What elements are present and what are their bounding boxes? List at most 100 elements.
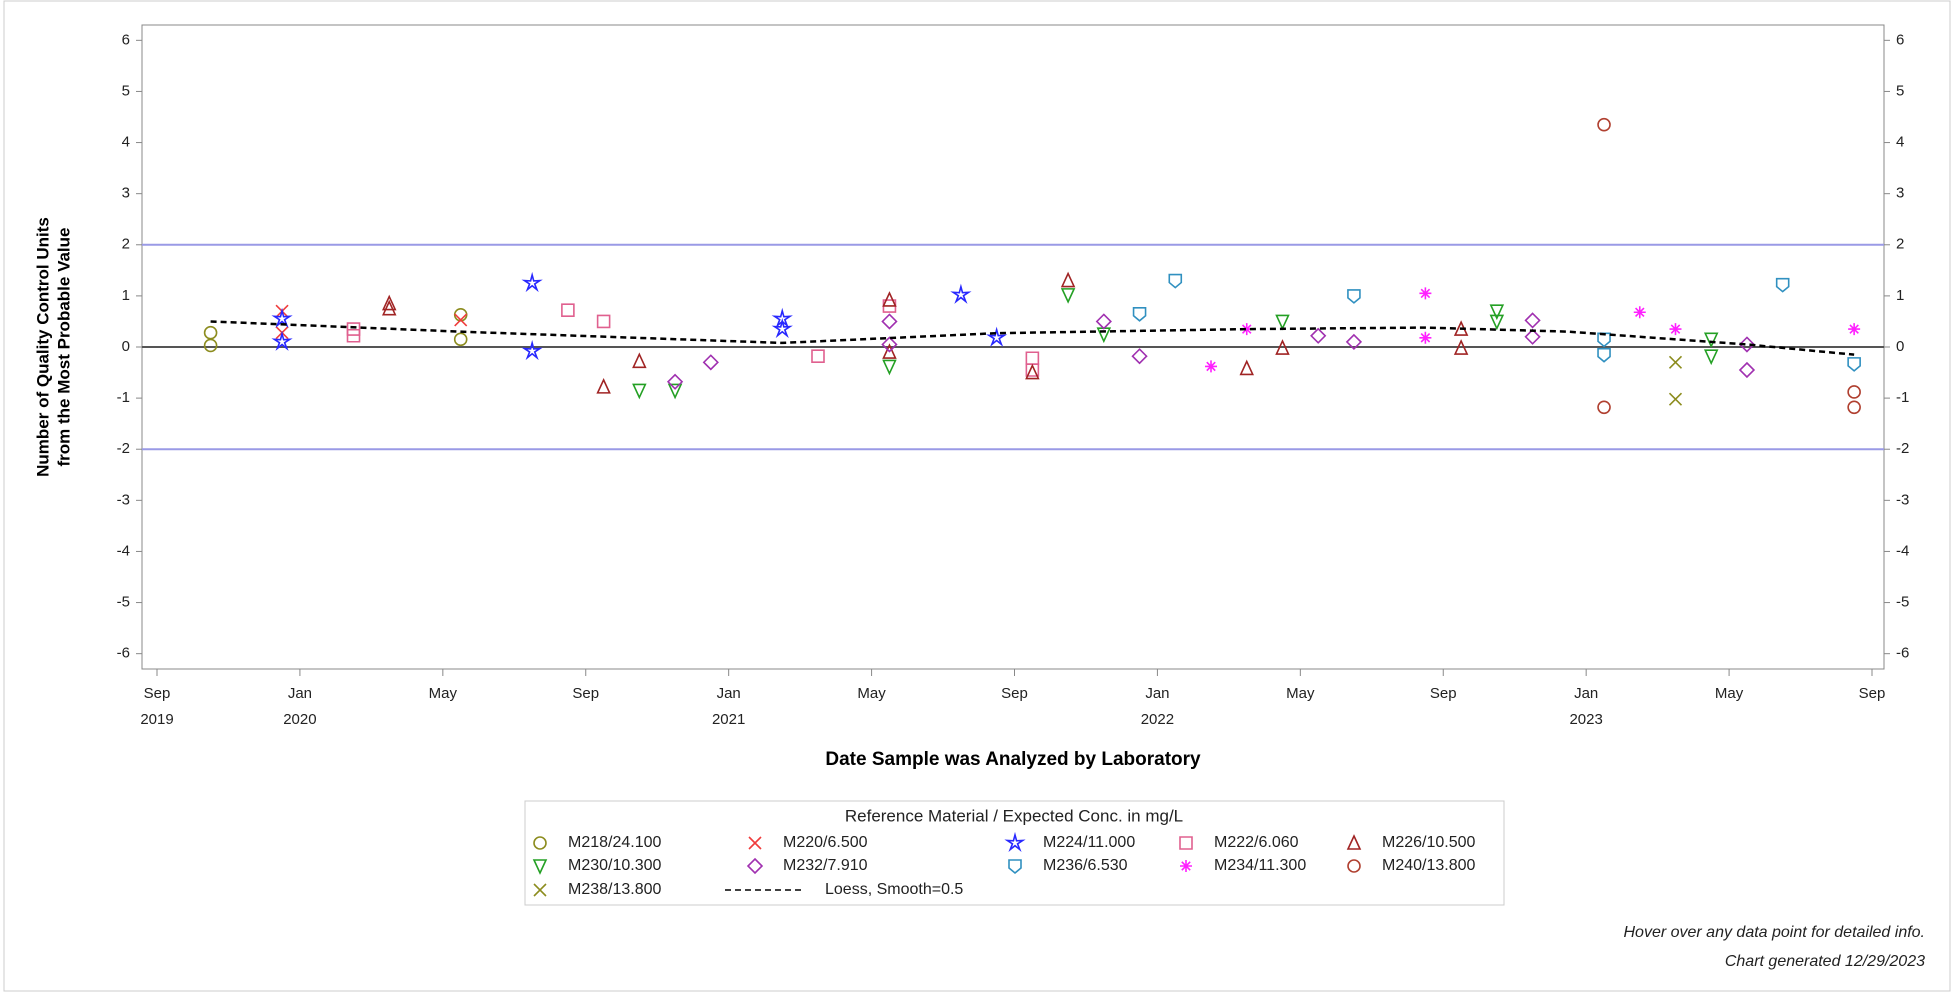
legend-frame <box>524 800 1505 906</box>
legend-swatch <box>1347 859 1361 873</box>
data-point[interactable] <box>882 359 897 376</box>
legend-label: M240/13.800 <box>1382 857 1476 874</box>
data-point[interactable] <box>1060 271 1076 288</box>
legend-swatch <box>1180 860 1192 872</box>
data-point[interactable] <box>811 349 825 364</box>
data-point[interactable] <box>950 283 972 304</box>
y-tick-label: -3 <box>117 491 130 508</box>
y-tick-label: -5 <box>117 594 130 611</box>
data-point[interactable] <box>381 299 397 316</box>
data-point[interactable] <box>271 330 293 351</box>
legend-label: M230/10.300 <box>568 857 662 874</box>
data-point[interactable] <box>881 336 898 353</box>
data-point[interactable] <box>1419 331 1432 344</box>
data-point[interactable] <box>1453 339 1469 355</box>
data-point[interactable] <box>881 313 898 330</box>
data-point[interactable] <box>381 294 397 311</box>
data-point[interactable] <box>1132 306 1147 322</box>
data-point[interactable] <box>346 328 361 343</box>
data-point[interactable] <box>1310 327 1327 344</box>
data-point[interactable] <box>882 291 897 307</box>
data-point[interactable] <box>1168 273 1183 289</box>
data-point[interactable] <box>1847 385 1861 399</box>
y-tick-label: 1 <box>122 287 130 304</box>
data-point[interactable] <box>632 352 647 369</box>
data-point[interactable] <box>666 373 684 390</box>
data-point[interactable] <box>1131 348 1148 365</box>
data-point[interactable] <box>1240 323 1253 336</box>
y-tick-label: 6 <box>122 31 130 48</box>
data-point[interactable] <box>1668 355 1683 369</box>
y2-tick-label: 6 <box>1896 31 1904 48</box>
data-point[interactable] <box>667 383 683 400</box>
data-point[interactable] <box>1524 328 1541 345</box>
data-point[interactable] <box>1345 333 1363 351</box>
legend-label: M220/6.500 <box>783 834 868 851</box>
legend-label: M224/11.000 <box>1043 834 1135 851</box>
data-point[interactable] <box>1239 359 1254 376</box>
x-tick-label: May <box>857 685 886 702</box>
data-point[interactable] <box>1419 287 1432 300</box>
y-tick-label: 0 <box>122 338 130 355</box>
data-point[interactable] <box>1095 313 1112 330</box>
data-point[interactable] <box>1275 339 1290 355</box>
y-tick-label: 2 <box>122 236 130 253</box>
data-point[interactable] <box>1025 363 1040 377</box>
data-point[interactable] <box>1668 392 1683 406</box>
x-tick-label: Sep <box>572 685 599 702</box>
data-point[interactable] <box>1025 363 1040 380</box>
y-tick-label: 3 <box>122 185 130 202</box>
x-tick-label: Jan <box>288 685 312 702</box>
data-point[interactable] <box>1489 304 1505 321</box>
data-point[interactable] <box>561 303 575 318</box>
y-tick-label: 4 <box>122 134 130 151</box>
data-point[interactable] <box>1633 306 1646 319</box>
data-point[interactable] <box>1489 314 1505 331</box>
data-point[interactable] <box>1597 400 1611 415</box>
data-point[interactable] <box>1847 357 1861 372</box>
data-point[interactable] <box>1275 314 1290 331</box>
data-point[interactable] <box>1703 332 1719 349</box>
data-point[interactable] <box>1738 336 1756 353</box>
data-point[interactable] <box>521 339 543 361</box>
legend-swatch <box>748 836 762 850</box>
data-point[interactable] <box>1060 288 1076 304</box>
y2-tick-label: 4 <box>1896 134 1904 151</box>
data-point[interactable] <box>1597 347 1611 363</box>
data-point[interactable] <box>1847 400 1861 415</box>
y2-tick-label: 5 <box>1896 82 1904 99</box>
data-point[interactable] <box>271 307 293 328</box>
legend-label: M236/6.530 <box>1043 857 1128 874</box>
data-point[interactable] <box>1848 323 1861 336</box>
data-point[interactable] <box>1775 277 1790 293</box>
data-point[interactable] <box>1738 361 1756 379</box>
data-point[interactable] <box>1524 312 1541 329</box>
x-tick-label: 2021 <box>712 711 745 728</box>
data-point[interactable] <box>1597 332 1611 348</box>
data-point[interactable] <box>882 343 897 359</box>
data-point[interactable] <box>454 313 468 327</box>
data-point[interactable] <box>702 354 719 371</box>
x-tick-label: Jan <box>717 685 741 702</box>
x-tick-label: 2020 <box>283 711 316 728</box>
data-point[interactable] <box>1703 349 1719 366</box>
data-point[interactable] <box>1205 360 1218 373</box>
data-point[interactable] <box>453 332 468 347</box>
data-point[interactable] <box>596 377 611 394</box>
data-point[interactable] <box>203 338 218 353</box>
x-tick-label: Jan <box>1145 685 1169 702</box>
data-point[interactable] <box>771 317 793 339</box>
data-point[interactable] <box>1347 289 1361 304</box>
y2-tick-label: -2 <box>1896 440 1909 457</box>
data-point[interactable] <box>1597 117 1611 132</box>
y2-tick-label: -5 <box>1896 594 1909 611</box>
y-axis-label-line: from the Most Probable Value <box>54 228 73 467</box>
data-point[interactable] <box>882 299 897 313</box>
data-point[interactable] <box>632 383 647 400</box>
data-point[interactable] <box>985 326 1008 347</box>
data-point[interactable] <box>1669 323 1682 336</box>
data-point[interactable] <box>596 314 611 329</box>
legend-label: M222/6.060 <box>1214 834 1299 851</box>
data-point[interactable] <box>521 271 543 293</box>
